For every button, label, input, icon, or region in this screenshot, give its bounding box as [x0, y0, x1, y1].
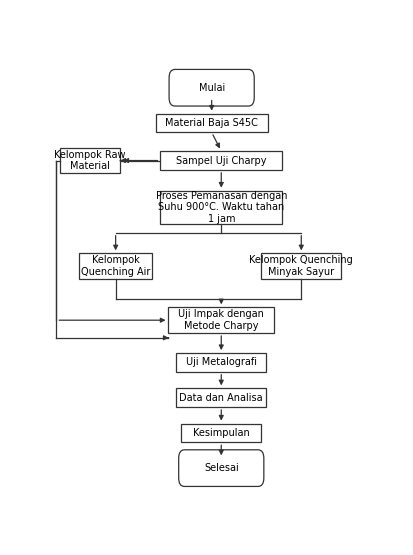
Text: Kelompok Quenching
Minyak Sayur: Kelompok Quenching Minyak Sayur [249, 255, 353, 277]
Text: Uji Impak dengan
Metode Charpy: Uji Impak dengan Metode Charpy [178, 309, 264, 331]
FancyBboxPatch shape [59, 148, 121, 173]
FancyBboxPatch shape [169, 69, 254, 106]
Text: Kelompok
Quenching Air: Kelompok Quenching Air [81, 255, 150, 277]
Text: Data dan Analisa: Data dan Analisa [180, 393, 263, 403]
FancyBboxPatch shape [169, 307, 274, 333]
FancyBboxPatch shape [156, 114, 268, 132]
FancyBboxPatch shape [179, 450, 264, 486]
FancyBboxPatch shape [160, 190, 282, 224]
Text: Material Baja S45C: Material Baja S45C [165, 118, 258, 128]
FancyBboxPatch shape [261, 253, 341, 279]
FancyBboxPatch shape [176, 353, 266, 372]
Text: Sampel Uji Charpy: Sampel Uji Charpy [176, 155, 266, 165]
FancyBboxPatch shape [79, 253, 152, 279]
Text: Proses Pemanasan dengan
Suhu 900°C. Waktu tahan
1 jam: Proses Pemanasan dengan Suhu 900°C. Wakt… [156, 191, 287, 224]
Text: Uji Metalografi: Uji Metalografi [186, 357, 257, 367]
Text: Kesimpulan: Kesimpulan [193, 428, 249, 438]
FancyBboxPatch shape [160, 151, 282, 170]
Text: Mulai: Mulai [199, 83, 225, 93]
FancyBboxPatch shape [181, 423, 261, 442]
Text: Selesai: Selesai [204, 463, 239, 473]
Text: Kelompok Raw
Material: Kelompok Raw Material [54, 150, 126, 171]
FancyBboxPatch shape [176, 388, 266, 407]
